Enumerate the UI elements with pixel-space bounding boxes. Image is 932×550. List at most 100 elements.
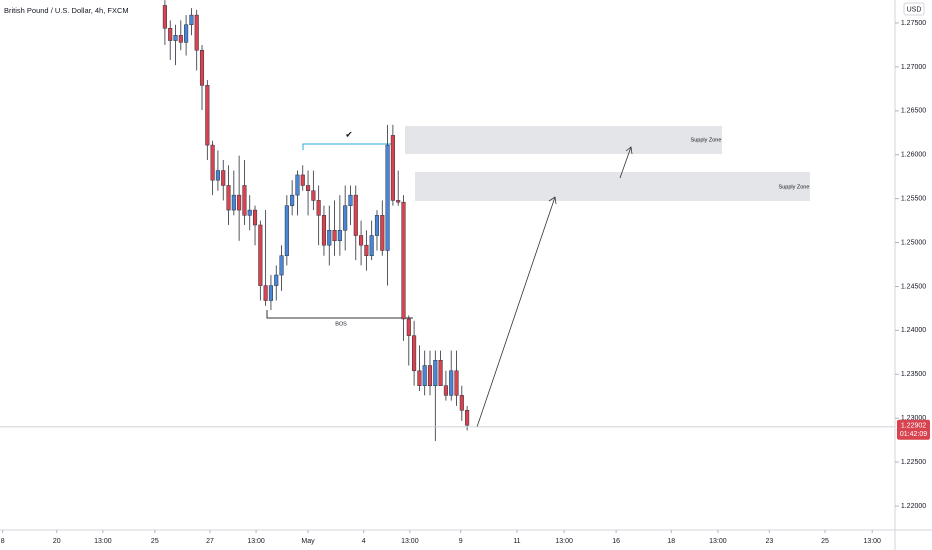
candle-body bbox=[353, 194, 358, 236]
candle-body bbox=[306, 185, 311, 191]
candle-body bbox=[438, 359, 443, 386]
x-tick-label: 13:00 bbox=[401, 538, 419, 545]
candle-body bbox=[465, 410, 470, 426]
y-tick-label: 1.26500 bbox=[901, 108, 926, 115]
bos-label: BOS bbox=[335, 321, 347, 327]
candle-body bbox=[374, 215, 380, 236]
y-tick-label: 1.24000 bbox=[901, 327, 926, 334]
candle-body bbox=[380, 215, 385, 251]
candle-body bbox=[205, 85, 210, 146]
candle-body bbox=[194, 14, 199, 51]
y-tick-label: 1.23500 bbox=[901, 371, 926, 378]
supply-zone-lower bbox=[415, 172, 810, 201]
candle-body bbox=[459, 395, 464, 411]
candle-body bbox=[422, 365, 427, 386]
y-tick-label: 1.22000 bbox=[901, 503, 926, 510]
candle-body bbox=[215, 170, 220, 181]
x-tick-label: 13:00 bbox=[94, 538, 112, 545]
candle-body bbox=[390, 135, 395, 201]
candle-body bbox=[274, 274, 279, 286]
x-tick-label: 16 bbox=[612, 538, 620, 545]
candle-body bbox=[300, 174, 305, 186]
candle-body bbox=[242, 185, 247, 216]
candle-body bbox=[427, 365, 433, 386]
zone-label: Supply Zone bbox=[779, 184, 810, 190]
candle-body bbox=[332, 230, 337, 242]
candle-body bbox=[284, 205, 289, 256]
candle-body bbox=[279, 255, 284, 276]
candle-body bbox=[178, 35, 183, 43]
candle-body bbox=[237, 194, 242, 211]
last-price-label: 1.22902 bbox=[901, 423, 926, 430]
candle-body bbox=[359, 235, 364, 246]
x-tick-label: 13:00 bbox=[863, 538, 881, 545]
bos-line bbox=[266, 310, 413, 319]
x-tick-label: 13:00 bbox=[247, 538, 265, 545]
x-tick-label: 8 bbox=[1, 538, 5, 545]
candle-body bbox=[343, 205, 348, 231]
chart-title: British Pound / U.S. Dollar, 4h, FXCM bbox=[4, 6, 129, 15]
y-tick-label: 1.27000 bbox=[901, 64, 926, 71]
x-tick-label: 18 bbox=[667, 538, 675, 545]
candle-body bbox=[168, 28, 173, 41]
candle-body bbox=[226, 185, 231, 211]
last-price-box bbox=[897, 419, 930, 440]
y-tick-label: 1.27500 bbox=[901, 20, 926, 27]
candle-body bbox=[221, 170, 226, 186]
y-tick-label: 1.24500 bbox=[901, 283, 926, 290]
candle-body bbox=[263, 285, 268, 301]
zone-label: Supply Zone bbox=[691, 137, 722, 143]
candle-body bbox=[316, 200, 321, 216]
candle-body bbox=[443, 385, 448, 396]
arrows bbox=[476, 146, 633, 428]
x-tick-label: 27 bbox=[206, 538, 214, 545]
countdown: 01:42:09 bbox=[900, 431, 927, 438]
candle-body bbox=[396, 200, 401, 203]
supply-zone-upper bbox=[405, 126, 722, 154]
candle-body bbox=[290, 194, 295, 206]
currency: USD bbox=[907, 6, 922, 13]
candle-body bbox=[385, 144, 390, 251]
x-tick-label: 4 bbox=[362, 538, 366, 545]
candle-body bbox=[162, 5, 167, 29]
y-tick-label: 1.26000 bbox=[901, 152, 926, 159]
candle-body bbox=[252, 209, 258, 226]
y-tick-label: 1.22500 bbox=[901, 459, 926, 466]
candle-body bbox=[454, 370, 459, 396]
candle-body bbox=[258, 224, 263, 286]
candle-body bbox=[412, 335, 417, 372]
y-tick-label: 1.25000 bbox=[901, 239, 926, 246]
x-tick-label: 11 bbox=[513, 538, 520, 545]
x-tick-label: 25 bbox=[821, 538, 829, 545]
check-mark: ✔ bbox=[345, 129, 353, 139]
y-tick-label: 1.25500 bbox=[901, 195, 926, 202]
candle-body bbox=[369, 235, 374, 256]
candle-body bbox=[184, 24, 189, 43]
candle-body bbox=[401, 201, 406, 320]
candle-body bbox=[364, 244, 369, 256]
candle-body bbox=[348, 194, 353, 206]
x-tick-label: 13:00 bbox=[555, 538, 573, 545]
x-tick-label: 23 bbox=[765, 538, 773, 545]
candle-body bbox=[231, 194, 236, 211]
candle-body bbox=[295, 174, 300, 196]
candle-body bbox=[199, 49, 205, 86]
x-tick-label: 13:00 bbox=[709, 538, 727, 545]
candle-body bbox=[173, 35, 178, 41]
candle-body bbox=[189, 14, 194, 26]
candle-body bbox=[210, 144, 215, 181]
structure-line bbox=[302, 143, 393, 150]
candle-body bbox=[311, 190, 316, 201]
candle-body bbox=[337, 230, 342, 242]
candle-body bbox=[247, 209, 252, 216]
currency-box[interactable] bbox=[903, 2, 925, 16]
candle-body bbox=[406, 318, 411, 336]
candle-body bbox=[321, 215, 327, 246]
candle-body bbox=[449, 370, 454, 396]
x-tick-label: 9 bbox=[459, 538, 463, 545]
candle-body bbox=[268, 285, 273, 301]
